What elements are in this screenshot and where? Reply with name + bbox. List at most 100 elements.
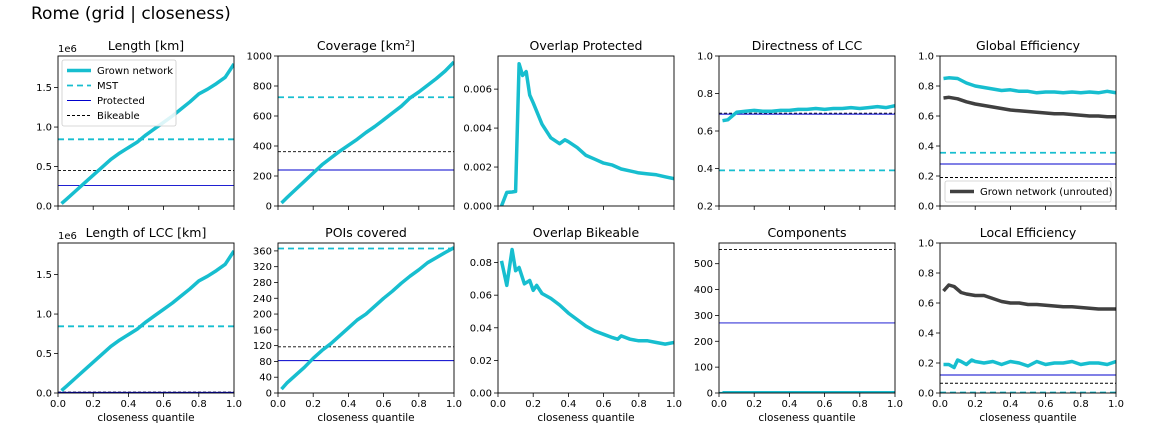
x-tick-label: 0.4 [120,399,136,410]
y-tick-label: 0.002 [463,163,492,174]
panel-title: POIs covered [325,225,407,240]
x-tick-label: 0.0 [50,399,66,410]
x-tick-label: 1.0 [887,399,903,410]
plot-frame [497,242,675,394]
x-axis-label: closeness quantile [97,412,194,424]
panel-title: Global Efficiency [976,38,1081,53]
series-line-unrouted [942,283,1116,311]
panel-9: Components 0.0 0.2 0.4 0.6 0.8 1.0 0 100 200 300 40… [694,225,903,424]
x-tick-label: 0.2 [85,399,101,410]
y-tick-label: 0.5 [36,349,52,360]
y-tick-label: 280 [253,278,272,289]
series-line-grown [943,358,1116,370]
y-tick-label: 120 [253,341,272,352]
plot-frame [277,55,455,207]
y-tick-label: 160 [253,325,272,336]
y-tick-label: 0.006 [463,85,492,96]
y-tick-label: 320 [253,262,272,273]
y-tick-label: 360 [253,246,272,257]
panel-5: Global Efficiency 0.0 0.2 0.4 0.6 0.8 1.0 Grown… [918,38,1117,213]
panel-3: Overlap Protected 0.000 0.002 0.004 0.006 [463,38,675,213]
series-line-grown [280,60,454,205]
title-superscript: 2 [405,39,410,48]
plot-frame [277,242,455,394]
x-tick-label: 0.0 [932,399,948,410]
y-tick-label: 0.0 [36,389,52,400]
y-tick-label: 100 [694,363,713,374]
x-tick-label: 0.6 [1038,399,1054,410]
y-tick-label: 0.8 [918,82,934,93]
y-tick-label: 0.4 [918,142,934,153]
series-line-grown [943,76,1116,95]
x-tick-label: 0.0 [270,399,286,410]
panel-8: Overlap Bikeable 0.0 0.2 0.4 0.6 0.8 1.0 0.00 0.… [470,225,682,424]
legend-box [61,59,177,127]
x-tick-label: 0.2 [525,399,541,410]
y-tick-label: 0.4 [697,164,713,175]
x-tick-label: 0.2 [305,399,321,410]
series-line-grown [499,247,674,346]
x-tick-label: 0.8 [631,399,647,410]
y-tick-label: 200 [694,337,713,348]
panel-title: Length of LCC [km] [86,225,207,240]
y-tick-label: 40 [259,373,272,384]
y-tick-label: 240 [253,294,272,305]
y-tick-label: 0.004 [463,124,492,135]
y-tick-label: 1.5 [36,83,52,94]
offset-exponent: 1e6 [58,231,77,242]
y-tick-label: 1000 [247,52,272,63]
y-tick-label: 0 [266,389,272,400]
x-tick-label: 0.2 [967,399,983,410]
x-tick-label: 0.0 [490,399,506,410]
panel-7: POIs covered 0.0 0.2 0.4 0.6 0.8 1.0 0 40 80 120 16… [253,225,462,424]
legend-label: Grown network (unrouted) [980,187,1113,198]
y-tick-label: 0.6 [697,127,713,138]
x-axis-label: closeness quantile [317,412,414,424]
y-tick-label: 300 [694,311,713,322]
panel-title: Components [767,225,846,240]
y-tick-label: 500 [694,259,713,270]
series-line-grown [499,62,674,206]
x-tick-label: 1.0 [446,399,462,410]
y-tick-label: 0.02 [470,356,492,367]
y-tick-label: 0.6 [918,299,934,310]
x-tick-label: 0.6 [817,399,833,410]
plot-frame [718,242,896,394]
y-tick-label: 0 [266,202,272,213]
plot-frame [497,55,675,207]
plot-frame [939,55,1117,207]
y-tick-label: 0.8 [918,269,934,280]
y-tick-label: 80 [259,357,272,368]
plot-frame [718,55,896,207]
plot-frame [57,242,235,394]
x-tick-label: 0.6 [156,399,172,410]
x-tick-label: 0.2 [746,399,762,410]
y-tick-label: 0.2 [918,359,934,370]
series-line-grown [60,62,234,205]
panel-title: Overlap Protected [530,38,643,53]
x-axis-label: closeness quantile [758,412,855,424]
y-tick-label: 1.0 [918,52,934,63]
y-tick-label: 0.6 [918,112,934,123]
y-tick-label: 0.08 [470,258,492,269]
title-end: ] [410,38,415,53]
legend-label: Protected [97,96,145,107]
x-tick-label: 0.4 [1002,399,1018,410]
y-tick-label: 0.000 [463,202,492,213]
x-tick-label: 0.6 [376,399,392,410]
series-line-grown [280,246,454,391]
y-tick-label: 0.4 [918,329,934,340]
y-tick-label: 1.5 [36,270,52,281]
y-tick-label: 200 [253,310,272,321]
y-tick-label: 800 [253,82,272,93]
y-tick-label: 200 [253,172,272,183]
panel-2: Coverage [km2] 0 200 400 600 800 1000 [247,38,455,213]
panel-title: Local Efficiency [980,225,1077,240]
y-tick-label: 0.8 [697,89,713,100]
plot-frame [939,242,1117,394]
y-tick-label: 0 [707,389,713,400]
y-tick-label: 1.0 [697,52,713,63]
x-tick-label: 0.4 [340,399,356,410]
panel-4: Directness of LCC 0.2 0.4 0.6 0.8 1.0 [697,38,896,213]
